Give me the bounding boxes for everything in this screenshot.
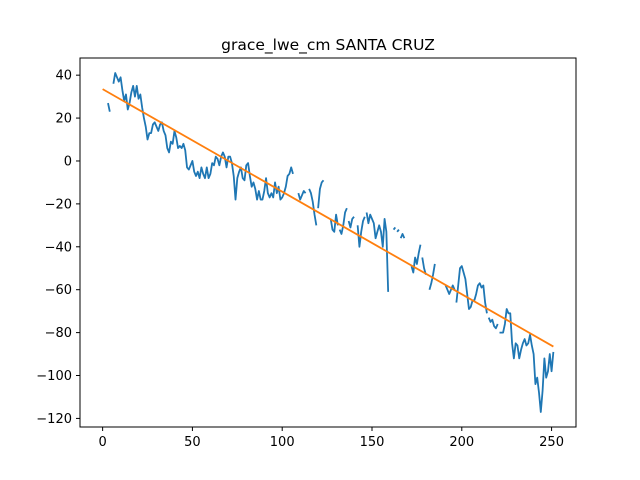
y-tick-label: 40 — [55, 69, 72, 84]
axes-frame — [79, 57, 577, 428]
y-tick-label: −20 — [45, 197, 72, 212]
series-observed-segment — [347, 216, 355, 229]
x-tick-label: 50 — [184, 435, 201, 450]
axes: 0 50 100 150 200 250 −120 −100 −80 −60 −40 −20 0 20 40 — [36, 57, 577, 450]
y-tick-label: −120 — [36, 412, 72, 427]
series-observed-segment — [338, 207, 348, 235]
x-tick-label: 250 — [539, 435, 564, 450]
series-observed-segment — [487, 317, 499, 330]
series-observed-segment — [410, 244, 422, 274]
y-tick-label: 0 — [64, 154, 72, 169]
x-tick-label: 0 — [98, 435, 106, 450]
chart-title: grace_lwe_cm SANTA CRUZ — [221, 36, 435, 55]
series-observed-segment — [396, 229, 400, 233]
plot-series-group — [102, 72, 555, 413]
x-tick-label: 200 — [449, 435, 474, 450]
series-observed-segment — [112, 72, 294, 201]
series-observed-segment — [297, 190, 307, 201]
series-observed-segment — [107, 102, 111, 112]
y-tick-label: −60 — [45, 283, 72, 298]
series-observed-segment — [499, 308, 555, 413]
x-tick-label: 150 — [360, 435, 385, 450]
series-trend-line — [102, 88, 554, 348]
plot-area — [102, 72, 555, 413]
x-tick-label: 100 — [270, 435, 295, 450]
series-observed-segment — [444, 284, 456, 295]
series-observed-segment — [455, 265, 488, 314]
series-observed-segment — [399, 233, 406, 239]
series-observed-segment — [356, 216, 366, 248]
series-observed-segment — [329, 213, 339, 233]
series-observed-segment — [365, 212, 390, 292]
series-observed-segment — [308, 188, 318, 226]
series-observed-segment — [392, 226, 397, 231]
y-tick-label: −40 — [45, 240, 72, 255]
y-tick-label: 20 — [55, 112, 72, 127]
y-tick-label: −80 — [45, 326, 72, 341]
y-tick-label: −100 — [36, 369, 72, 384]
series-observed-segment — [428, 263, 436, 290]
series-observed-segment — [317, 179, 325, 209]
